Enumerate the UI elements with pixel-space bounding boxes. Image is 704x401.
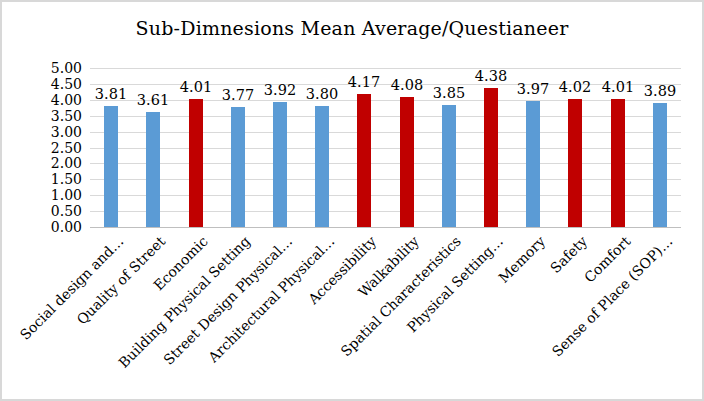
y-axis-tick-label: 0.50 xyxy=(32,203,82,219)
bar-12 xyxy=(568,99,582,227)
bar-13 xyxy=(611,99,625,227)
gridline xyxy=(90,132,681,133)
gridline xyxy=(90,179,681,180)
y-axis-labels: 0.000.501.001.502.002.503.003.504.004.50… xyxy=(32,68,82,228)
x-axis-labels: Social design and…Quality of StreetEcono… xyxy=(90,233,681,398)
y-axis-tick-label: 3.00 xyxy=(32,124,82,140)
gridline xyxy=(90,68,681,69)
bar-1 xyxy=(104,106,118,227)
bar-value-label: 3.89 xyxy=(636,83,684,100)
bar-value-label: 4.17 xyxy=(340,74,388,91)
y-axis-tick-label: 2.50 xyxy=(32,140,82,156)
gridline xyxy=(90,148,681,149)
chart-title: Sub-Dimnesions Mean Average/Questianeer xyxy=(2,17,702,39)
y-axis-tick-label: 4.00 xyxy=(32,92,82,108)
bar-value-label: 3.85 xyxy=(425,85,473,102)
bar-value-label: 3.80 xyxy=(298,86,346,103)
bar-2 xyxy=(146,112,160,227)
chart-frame: Sub-Dimnesions Mean Average/Questianeer … xyxy=(0,0,704,401)
x-axis-line xyxy=(90,227,681,228)
bar-value-label: 4.08 xyxy=(383,77,431,94)
bar-value-label: 3.61 xyxy=(129,92,177,109)
y-axis-tick-label: 0.00 xyxy=(32,219,82,235)
bar-7 xyxy=(357,94,371,227)
bar-14 xyxy=(653,103,667,227)
bar-3 xyxy=(189,99,203,227)
bar-10 xyxy=(484,88,498,227)
y-axis-tick-label: 1.50 xyxy=(32,171,82,187)
bar-value-label: 4.38 xyxy=(467,68,515,85)
gridline xyxy=(90,116,681,117)
y-axis-tick-label: 2.00 xyxy=(32,155,82,171)
gridline xyxy=(90,195,681,196)
bar-9 xyxy=(442,105,456,227)
bar-6 xyxy=(315,106,329,227)
plot-area: 3.813.614.013.773.923.804.174.083.854.38… xyxy=(90,68,681,228)
gridline xyxy=(90,163,681,164)
bar-4 xyxy=(231,107,245,227)
bar-11 xyxy=(526,101,540,227)
bar-5 xyxy=(273,102,287,227)
bar-value-label: 3.81 xyxy=(87,86,135,103)
bar-value-label: 4.02 xyxy=(551,79,599,96)
bar-value-label: 3.77 xyxy=(214,87,262,104)
bar-value-label: 3.97 xyxy=(509,81,557,98)
gridline xyxy=(90,100,681,101)
gridline xyxy=(90,211,681,212)
bar-value-label: 4.01 xyxy=(594,79,642,96)
y-axis-tick-label: 3.50 xyxy=(32,108,82,124)
bar-value-label: 3.92 xyxy=(256,82,304,99)
bar-value-label: 4.01 xyxy=(172,79,220,96)
bar-8 xyxy=(400,97,414,227)
y-axis-tick-label: 5.00 xyxy=(32,60,82,76)
y-axis-tick-label: 1.00 xyxy=(32,187,82,203)
y-axis-tick-label: 4.50 xyxy=(32,76,82,92)
